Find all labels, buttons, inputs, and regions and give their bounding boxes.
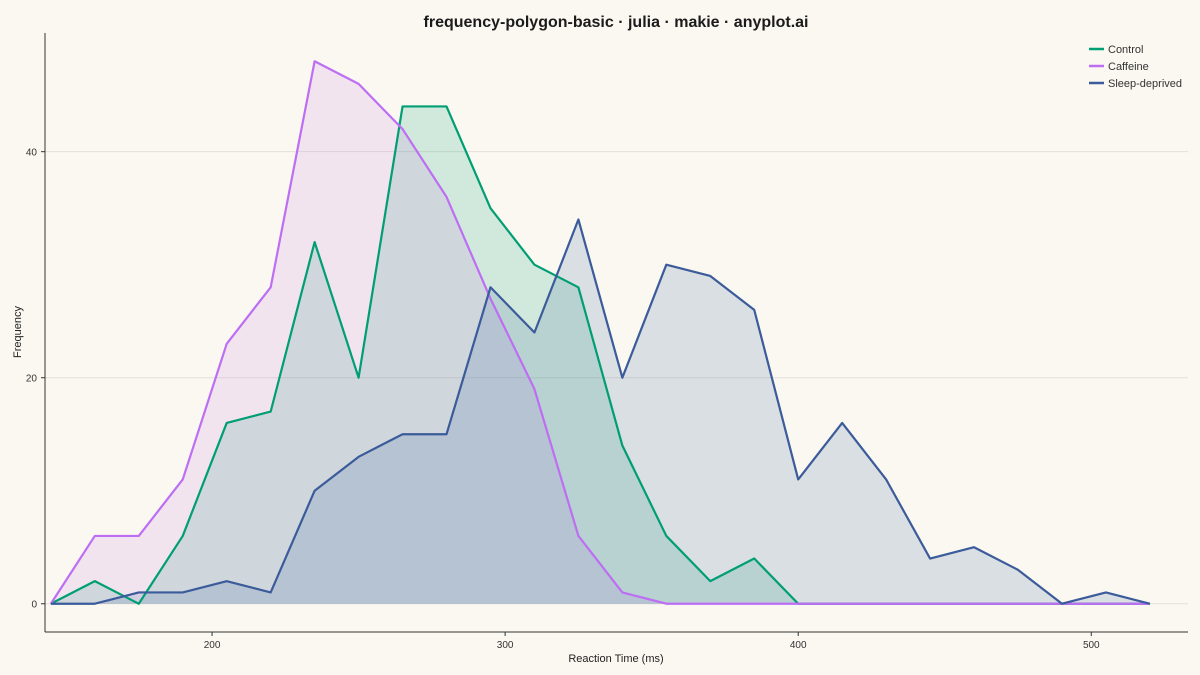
legend: Control Caffeine Sleep-deprived [1089, 44, 1182, 90]
axes: 0 20 40 200 300 400 500 [26, 33, 1188, 651]
legend-label-0: Control [1108, 44, 1143, 56]
x-tick-label-300: 300 [497, 640, 514, 651]
x-axis-label: Reaction Time (ms) [568, 653, 663, 665]
y-tick-label-20: 20 [26, 374, 38, 385]
y-tick-label-40: 40 [26, 148, 38, 159]
x-tick-label-500: 500 [1083, 640, 1100, 651]
legend-label-1: Caffeine [1108, 61, 1149, 73]
y-axis-label: Frequency [12, 306, 24, 358]
chart-title: frequency-polygon-basic · julia · makie … [424, 14, 809, 31]
series-fill-2 [50, 219, 1150, 604]
series-line-2 [50, 218, 1151, 605]
series-fill-1 [50, 61, 1150, 604]
series-lines [49, 60, 1151, 605]
x-tick-label-200: 200 [204, 640, 221, 651]
series-fills [50, 61, 1150, 604]
y-tick-label-0: 0 [31, 600, 37, 611]
legend-label-2: Sleep-deprived [1108, 78, 1182, 90]
series-fill-0 [50, 106, 1150, 604]
x-tick-label-400: 400 [790, 640, 807, 651]
series-line-1 [49, 60, 1150, 605]
